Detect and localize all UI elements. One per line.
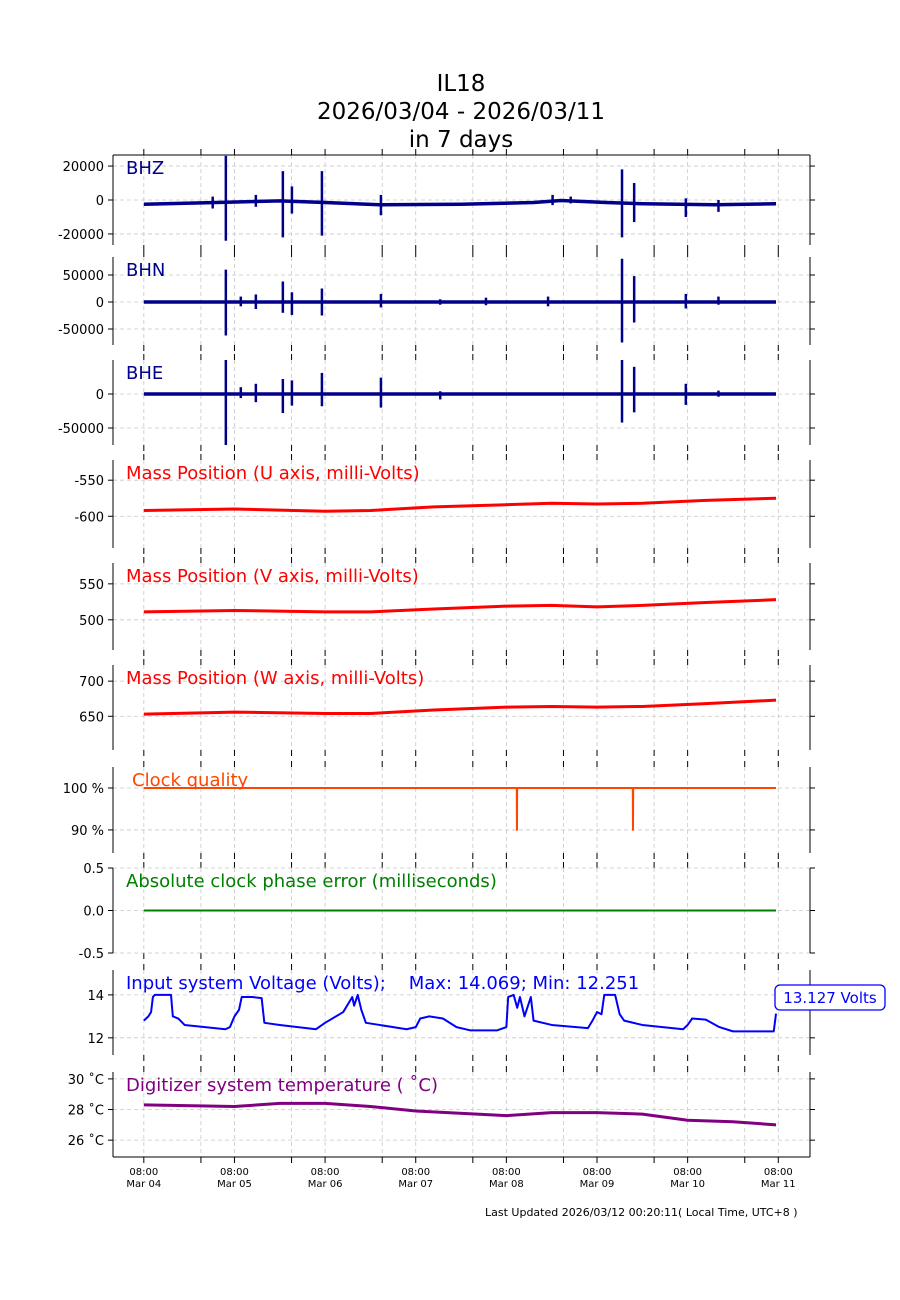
panel-label-phase-error: Absolute clock phase error (milliseconds… [126, 871, 497, 892]
trace-mass-v [143, 598, 777, 614]
x-tick-label-date: Mar 11 [761, 1179, 796, 1190]
x-tick-label-time: 08:00 [583, 1167, 612, 1178]
panel-label-clock-quality: Clock quality [132, 770, 249, 791]
x-tick-label-time: 08:00 [220, 1167, 249, 1178]
title-date-range: 2026/03/04 - 2026/03/11 [316, 99, 606, 125]
panel-label-BHE: BHE [126, 363, 163, 384]
y-tick-label: 30 ˚C [68, 1072, 104, 1088]
x-tick-label-time: 08:00 [673, 1167, 702, 1178]
panel-BHE: 0 -50000 BHE [58, 354, 815, 451]
y-tick-label: -600 [74, 510, 104, 525]
panel-label-BHN: BHN [126, 260, 165, 281]
title-station: IL18 [436, 71, 486, 97]
x-tick-label-time: 08:00 [764, 1167, 793, 1178]
trace-BHZ [143, 198, 777, 207]
panel-BHN: 50000 0 -50000 BHN [58, 251, 815, 351]
trace-voltage [143, 993, 778, 1033]
trace-clock-quality [143, 786, 777, 831]
y-tick-label: 550 [79, 578, 104, 593]
panel-phase-error: 0.5 0.0 -0.5 Absolute clock phase error (mi… [79, 862, 815, 962]
y-tick-label: 90 % [71, 824, 104, 839]
y-tick-label: 0.5 [83, 862, 104, 877]
panel-voltage: 14 12 Input system Voltage (Volts); Max: 1… [87, 964, 886, 1061]
panel-label-mass-v: Mass Position (V axis, milli-Volts) [126, 566, 419, 587]
x-tick-label-date: Mar 10 [670, 1179, 705, 1190]
title-duration: in 7 days [408, 127, 514, 153]
y-tick-label: 0 [96, 296, 104, 311]
x-tick-label-time: 08:00 [311, 1167, 340, 1178]
panel-label-temperature: Digitizer system temperature ( ˚C) [126, 1075, 438, 1096]
last-updated: Last Updated 2026/03/12 00:20:11( Local … [485, 1206, 798, 1219]
y-tick-label: 0 [96, 388, 104, 403]
panel-label-mass-w: Mass Position (W axis, milli-Volts) [126, 668, 424, 689]
x-tick-label-date: Mar 05 [217, 1179, 252, 1190]
y-tick-label: 12 [87, 1032, 104, 1047]
y-tick-label: 700 [79, 675, 104, 690]
panel-mass-u: -550 -600 Mass Position (U axis, milli-Vol… [74, 454, 815, 554]
y-tick-label: 0 [96, 194, 104, 209]
trace-temperature [143, 1101, 777, 1127]
x-tick-label-date: Mar 06 [308, 1179, 343, 1190]
y-tick-label: 26 ˚C [68, 1133, 104, 1149]
panel-mass-w: 700 650 Mass Position (W axis, milli-Volts… [79, 659, 815, 756]
y-tick-label: -20000 [58, 228, 104, 243]
x-tick-label-time: 08:00 [401, 1167, 430, 1178]
trace-mass-u [143, 496, 777, 513]
y-tick-label: -0.5 [79, 947, 104, 962]
y-tick-label: 650 [79, 710, 104, 725]
current-value-label: 13.127 Volts [783, 989, 877, 1007]
y-tick-label: 50000 [63, 269, 104, 284]
x-tick-label-time: 08:00 [129, 1167, 158, 1178]
panel-label-mass-u: Mass Position (U axis, milli-Volts) [126, 463, 420, 484]
y-tick-label: 0.0 [83, 905, 104, 920]
x-tick-label-date: Mar 09 [580, 1179, 615, 1190]
x-tick-label-time: 08:00 [492, 1167, 521, 1178]
panel-temperature: 30 ˚C 28 ˚C 26 ˚C Digitizer system temperat… [68, 1066, 815, 1163]
y-tick-label: 14 [87, 989, 104, 1004]
y-tick-label: -50000 [58, 422, 104, 437]
panel-label-BHZ: BHZ [126, 158, 164, 179]
y-tick-label: 28 ˚C [68, 1103, 104, 1119]
y-tick-label: -50000 [58, 323, 104, 338]
y-tick-label: 20000 [63, 160, 104, 175]
trace-mass-w [143, 698, 777, 716]
x-tick-label-date: Mar 08 [489, 1179, 524, 1190]
chart-title: IL18 2026/03/04 - 2026/03/11 in 7 days [0, 70, 900, 154]
x-tick-label-date: Mar 04 [126, 1179, 161, 1190]
panel-BHZ: 20000 0 -20000 BHZ [58, 149, 815, 251]
panel-mass-v: 550 500 Mass Position (V axis, milli-Volts… [79, 557, 815, 656]
y-tick-label: -550 [74, 474, 104, 489]
panel-label-voltage: Input system Voltage (Volts); Max: 14.06… [126, 973, 639, 994]
current-value-box [774, 984, 886, 1011]
y-tick-label: 100 % [63, 782, 104, 797]
y-tick-label: 500 [79, 614, 104, 629]
panel-clock-quality: 100 % 90 % Clock quality [63, 761, 815, 859]
x-tick-label-date: Mar 07 [398, 1179, 433, 1190]
